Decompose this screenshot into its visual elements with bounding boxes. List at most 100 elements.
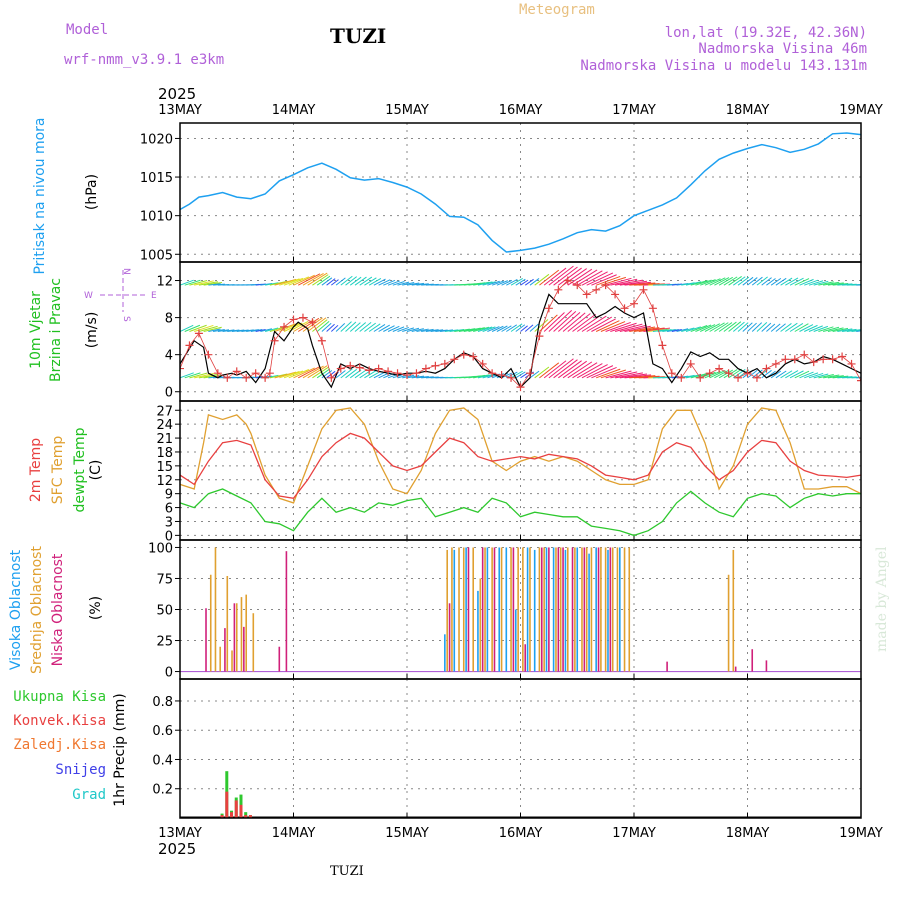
precip-legend-freezing: Zaledj.Kisa <box>13 737 106 753</box>
wind-barb <box>458 328 476 332</box>
x-tick-top-15may: 15MAY <box>385 103 429 118</box>
x-tick-top-13may: 13MAY <box>158 103 202 118</box>
wind-barb <box>539 362 560 379</box>
wind-gust-marker <box>213 369 222 378</box>
x-tick-bottom-13may: 13MAY <box>158 826 202 841</box>
wind-barb <box>345 321 357 332</box>
wind-barb <box>572 269 598 286</box>
wind-gust-marker <box>838 352 847 361</box>
precip-ytick-label: 0.2 <box>152 783 173 798</box>
conv-precip-bar <box>244 815 248 818</box>
wind-barb <box>194 280 214 286</box>
wind-barb <box>203 374 223 379</box>
wind-barb <box>747 369 758 379</box>
wind-gust-marker <box>440 359 449 368</box>
wind-barb <box>667 328 679 332</box>
wind-barb <box>732 321 745 332</box>
wind-gust-marker <box>857 376 861 385</box>
conv-precip-bar <box>234 800 238 818</box>
wind-barb <box>340 275 353 286</box>
wind-barb <box>709 277 726 286</box>
wind-barb <box>553 359 578 379</box>
wind-barb <box>250 329 263 332</box>
conv-precip-bar <box>230 812 234 818</box>
precip-ytick-label: 0.4 <box>152 753 173 768</box>
wind-barb <box>180 279 194 286</box>
wind-barb <box>501 279 513 286</box>
wind-barb <box>770 323 781 332</box>
wind-barb <box>737 276 750 286</box>
wind-barb <box>539 314 558 332</box>
wind-barb <box>581 271 608 286</box>
wind-panel: 0 4 8 12 <box>156 261 862 402</box>
wind-barb <box>799 371 814 379</box>
temp-unit: (C) <box>88 460 104 481</box>
wind-barb <box>747 322 757 332</box>
wind-barb <box>364 277 377 286</box>
wind-barb <box>595 320 620 332</box>
wind-barb <box>482 326 496 332</box>
wind-barb <box>756 276 768 286</box>
wind-barb <box>572 313 596 332</box>
wind-barb <box>804 279 819 286</box>
x-axis-top: 13MAY 14MAY 15MAY 16MAY 17MAY 18MAY 19MAY <box>158 103 883 118</box>
wind-barb <box>562 312 586 332</box>
wind-ytick-label: 8 <box>165 312 173 327</box>
wind-barb <box>198 325 218 332</box>
model-name: wrf-nmm_v3.9.1 e3km <box>64 52 224 68</box>
wind-barb <box>690 325 708 332</box>
wind-barb <box>789 277 804 286</box>
wind-barb <box>671 328 682 332</box>
wind-barb <box>562 360 587 379</box>
wind-barb <box>198 281 219 286</box>
wind-barb <box>274 323 296 332</box>
wind-barb <box>605 370 632 379</box>
wind-barb <box>643 327 671 332</box>
sfc-temp-line <box>179 407 862 504</box>
wind-barb <box>454 328 470 332</box>
wind-gust-marker <box>251 369 260 378</box>
wind-barb <box>818 281 834 286</box>
precip-ytick-label: 0.6 <box>152 724 173 739</box>
wind-barb <box>359 369 373 379</box>
wind-gust-marker <box>781 355 790 364</box>
wind-gust-marker <box>762 364 771 373</box>
wind-barb <box>307 317 327 332</box>
wind-gust-marker <box>601 281 610 290</box>
wind-barb <box>709 370 726 379</box>
wind-barb <box>827 282 844 286</box>
wind-barb <box>345 368 358 379</box>
wind-barb <box>605 321 631 332</box>
wind-barb <box>312 319 328 332</box>
wind-barb <box>321 322 332 332</box>
compass-west: W <box>84 291 93 301</box>
wind-barb <box>742 276 754 286</box>
wind-gust-marker <box>686 359 695 368</box>
wind-barb <box>510 323 523 332</box>
temp-ytick-label: 12 <box>156 474 173 489</box>
wind-barb <box>449 329 465 332</box>
wind-barb <box>213 328 225 332</box>
wind-gust-marker <box>497 371 506 380</box>
temp-title-2: SFC Temp <box>50 436 66 505</box>
x-tick-bottom-17may: 17MAY <box>612 826 656 841</box>
x-tick-top-19may: 19MAY <box>839 103 883 118</box>
wind-barb <box>496 325 508 332</box>
pressure-line <box>179 132 862 253</box>
wind-barb <box>860 330 861 332</box>
wind-gust-marker <box>431 361 440 370</box>
x-tick-top-14may: 14MAY <box>272 103 316 118</box>
wind-barb <box>813 325 829 332</box>
2m-temp-line <box>179 432 862 500</box>
wind-barb <box>468 327 485 332</box>
wind-barb <box>548 265 574 286</box>
wind-barb <box>775 323 786 332</box>
pressure-unit: (hPa) <box>84 174 100 210</box>
wind-barb <box>496 280 508 286</box>
wind-barb <box>194 324 214 332</box>
wind-gust-marker <box>232 367 241 376</box>
wind-barb <box>695 324 712 332</box>
wind-gust-marker <box>355 363 364 372</box>
wind-barb <box>246 329 259 332</box>
wind-barb <box>624 374 652 379</box>
